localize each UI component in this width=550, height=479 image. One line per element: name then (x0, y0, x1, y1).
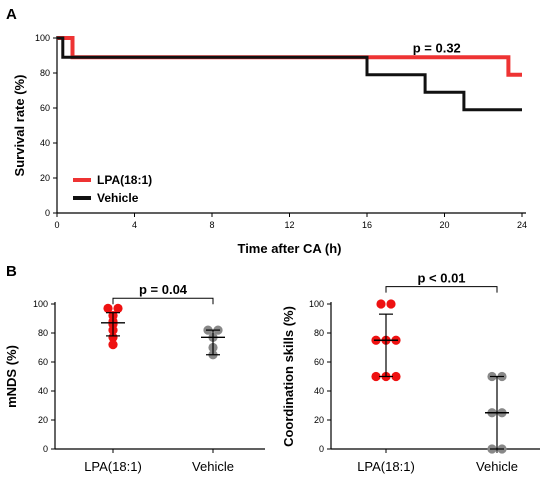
y-tick-label: 60 (38, 357, 48, 367)
y-tick-label: 60 (314, 357, 324, 367)
y-tick-label: 80 (38, 328, 48, 338)
p-value-annotation: p = 0.32 (413, 41, 461, 56)
survival-chart: 0 20 40 60 80 100 0 4 8 12 16 20 24 Time after CA (h)… (12, 33, 527, 256)
x-tick-label: 8 (209, 220, 214, 230)
y-axis-title: Survival rate (%) (12, 75, 27, 177)
data-point (386, 299, 396, 309)
x-tick-label: 16 (362, 220, 372, 230)
y-tick-label: 0 (43, 444, 48, 454)
x-tick-label: 20 (439, 220, 449, 230)
y-tick-label: 0 (319, 444, 324, 454)
mnds-chart: 0 20 40 60 80 100 mNDS (%) LPA(18:1) Vehicle p = … (4, 282, 265, 474)
data-point (108, 340, 118, 350)
category-label: LPA(18:1) (357, 459, 415, 474)
category-label: Vehicle (192, 459, 234, 474)
y-tick-label: 40 (314, 386, 324, 396)
y-tick-label: 100 (33, 299, 48, 309)
y-tick-label: 20 (40, 173, 50, 183)
y-axis-title: Coordination skills (%) (281, 306, 296, 447)
x-axis-title: Time after CA (h) (237, 241, 341, 256)
y-tick-label: 20 (38, 415, 48, 425)
y-tick-label: 80 (40, 68, 50, 78)
category-label: LPA(18:1) (84, 459, 142, 474)
y-tick-label: 40 (38, 386, 48, 396)
significance-bracket (385, 286, 498, 293)
x-tick-label: 4 (132, 220, 137, 230)
y-tick-label: 80 (314, 328, 324, 338)
y-axis-title: mNDS (%) (4, 345, 19, 408)
y-tick-label: 100 (309, 299, 324, 309)
p-value-annotation: p < 0.01 (417, 271, 465, 286)
legend-label: Vehicle (97, 191, 139, 205)
y-tick-label: 60 (40, 103, 50, 113)
category-label: Vehicle (476, 459, 518, 474)
y-tick-label: 0 (45, 208, 50, 218)
x-tick-label: 12 (284, 220, 294, 230)
legend-label: LPA(18:1) (97, 173, 152, 187)
data-point (376, 299, 386, 309)
y-tick-label: 40 (40, 138, 50, 148)
panel-letter-b: B (6, 263, 17, 280)
y-tick-label: 100 (35, 33, 50, 43)
panel-letter-a: A (6, 6, 17, 23)
data-point (108, 332, 118, 342)
y-tick-label: 20 (314, 415, 324, 425)
significance-bracket (112, 297, 214, 305)
x-tick-label: 24 (517, 220, 527, 230)
x-tick-label: 0 (54, 220, 59, 230)
coordination-chart: 0 20 40 60 80 100 Coordination skills (%) LPA(1… (281, 271, 540, 474)
series-line-vehicle (57, 36, 522, 112)
p-value-annotation: p = 0.04 (139, 282, 188, 297)
data-point (371, 371, 381, 382)
data-point (113, 303, 123, 313)
data-point (391, 371, 401, 382)
data-point (103, 303, 113, 313)
